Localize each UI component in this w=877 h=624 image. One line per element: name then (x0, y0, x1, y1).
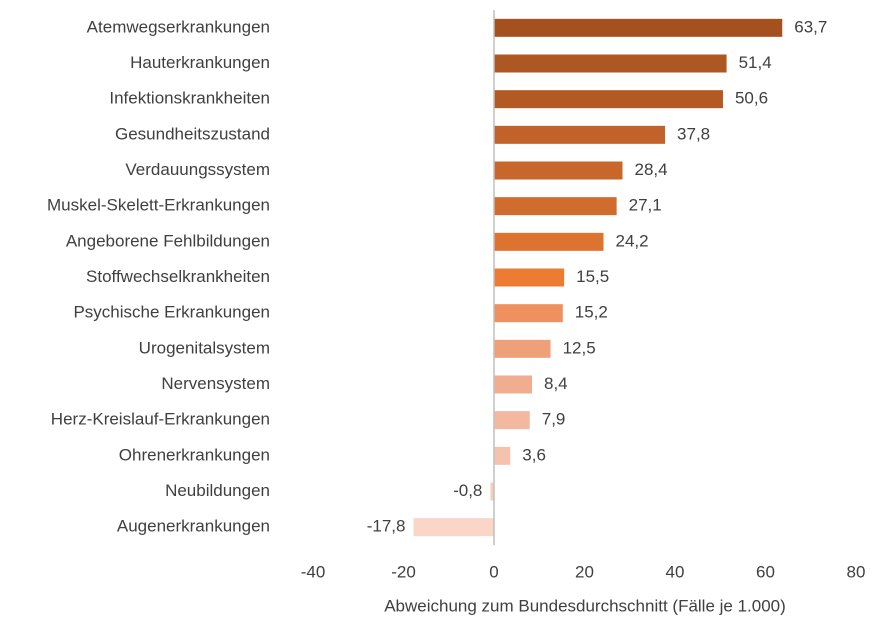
y-tick-label: Infektionskrankheiten (109, 89, 270, 108)
x-tick-label: 60 (756, 562, 775, 581)
bar (490, 482, 494, 501)
bar (494, 90, 723, 109)
bar (494, 339, 551, 358)
bar (494, 268, 565, 287)
x-tick-label: 40 (666, 562, 685, 581)
bar (494, 161, 623, 180)
y-tick-label: Gesundheitszustand (115, 124, 270, 143)
bar (494, 232, 604, 251)
x-tick-label: 0 (489, 562, 498, 581)
value-label: 24,2 (616, 231, 649, 250)
x-tick-label: -20 (391, 562, 416, 581)
y-tick-label: Urogenitalsystem (139, 338, 270, 357)
value-label: 7,9 (542, 410, 566, 429)
bar (494, 446, 511, 465)
y-tick-label: Augenerkrankungen (117, 517, 270, 536)
y-tick-label: Neubildungen (165, 481, 270, 500)
y-tick-label: Ohrenerkrankungen (119, 445, 270, 464)
bar (494, 54, 727, 73)
value-label: 28,4 (635, 160, 668, 179)
value-label: 37,8 (677, 124, 710, 143)
value-label: -17,8 (367, 517, 406, 536)
value-label: -0,8 (453, 481, 482, 500)
y-tick-label: Angeborene Fehlbildungen (66, 231, 270, 250)
value-label: 63,7 (794, 17, 827, 36)
value-label: 27,1 (629, 196, 662, 215)
bar (494, 304, 563, 323)
bar (494, 411, 530, 430)
x-axis-title: Abweichung zum Bundesdurchschnitt (Fälle… (384, 596, 786, 615)
y-tick-label: Atemwegserkrankungen (87, 17, 270, 36)
x-tick-label: -40 (301, 562, 326, 581)
y-tick-label: Psychische Erkrankungen (73, 303, 270, 322)
x-tick-label: 20 (575, 562, 594, 581)
value-label: 15,2 (575, 303, 608, 322)
y-tick-label: Verdauungssystem (125, 160, 270, 179)
bar (494, 18, 783, 37)
y-tick-label: Muskel-Skelett-Erkrankungen (47, 196, 270, 215)
y-tick-label: Nervensystem (161, 374, 270, 393)
value-label: 3,6 (522, 445, 546, 464)
y-tick-label: Hauterkrankungen (130, 53, 270, 72)
bar (494, 197, 617, 216)
value-label: 51,4 (739, 53, 772, 72)
value-label: 50,6 (735, 89, 768, 108)
value-label: 12,5 (563, 338, 596, 357)
bar (494, 125, 666, 144)
x-tick-label: 80 (847, 562, 866, 581)
y-tick-label: Stoffwechselkrankheiten (86, 267, 270, 286)
bar (494, 375, 533, 394)
value-label: 8,4 (544, 374, 568, 393)
bar (413, 518, 494, 537)
y-tick-label: Herz-Kreislauf-Erkrankungen (51, 410, 270, 429)
value-label: 15,5 (576, 267, 609, 286)
